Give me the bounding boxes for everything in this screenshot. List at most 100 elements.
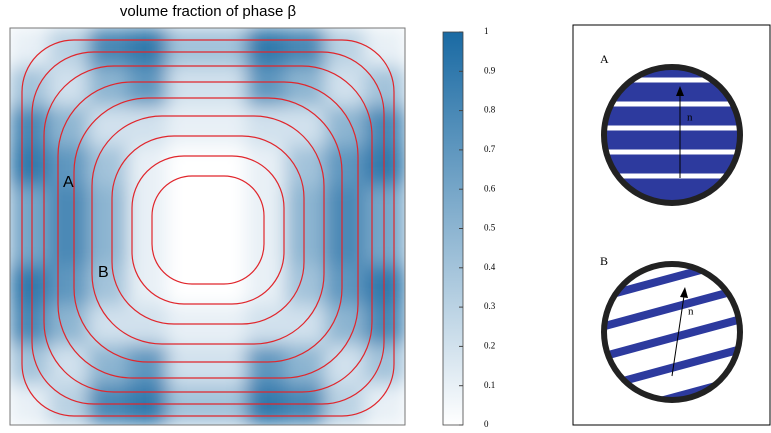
heat-cell bbox=[364, 185, 405, 228]
stripes-b bbox=[606, 266, 738, 398]
colorbar-tick-label: 0.2 bbox=[484, 340, 495, 350]
heat-cell bbox=[167, 384, 209, 425]
vector-label: n bbox=[687, 112, 693, 124]
heat-cell bbox=[364, 106, 405, 149]
panel-label: B bbox=[600, 254, 608, 268]
colorbar-tick-label: 0.5 bbox=[484, 223, 496, 233]
chart-title: volume fraction of phase β bbox=[120, 3, 297, 20]
annotation: A bbox=[63, 174, 74, 191]
heat-cell bbox=[364, 66, 405, 109]
colorbar-ticks: 0 0.1 0.2 0.3 0.4 0.5 0.6 0.7 0.8 0.9 1 bbox=[459, 26, 496, 429]
heat-cell bbox=[206, 265, 248, 307]
heat-cell bbox=[364, 384, 405, 425]
heat-cell bbox=[10, 384, 51, 425]
arrow-head bbox=[680, 287, 688, 298]
heat-cell bbox=[167, 304, 209, 347]
heat-cell bbox=[364, 304, 405, 347]
heat-cell bbox=[364, 146, 405, 188]
heat-cell bbox=[88, 185, 130, 228]
heat-cell bbox=[127, 146, 169, 188]
colorbar-tick-label: 0.7 bbox=[484, 144, 496, 154]
heat-cell bbox=[167, 28, 209, 69]
grain-b bbox=[601, 261, 743, 403]
heat-cell bbox=[206, 28, 248, 69]
heat-cell bbox=[167, 344, 209, 387]
heat-cell bbox=[88, 28, 130, 69]
heat-cell bbox=[325, 225, 367, 268]
heat-cell bbox=[285, 384, 327, 425]
annotation: B bbox=[98, 264, 109, 281]
heat-cell bbox=[48, 28, 90, 69]
heat-cell bbox=[246, 106, 288, 149]
heat-cell bbox=[246, 28, 288, 69]
heat-cell bbox=[285, 185, 327, 228]
heat-cell bbox=[246, 304, 288, 347]
colorbar-tick-label: 0.9 bbox=[484, 65, 496, 75]
heat-cell bbox=[88, 265, 130, 307]
colorbar-tick-label: 0.4 bbox=[484, 262, 496, 272]
heat-cell bbox=[206, 185, 248, 228]
heat-cell bbox=[206, 66, 248, 109]
heat-cell bbox=[285, 225, 327, 268]
heat-cell bbox=[48, 265, 90, 307]
heat-cell bbox=[325, 344, 367, 387]
heat-cell bbox=[48, 106, 90, 149]
heat-cell bbox=[88, 66, 130, 109]
heat-cell bbox=[206, 304, 248, 347]
heat-cell bbox=[88, 384, 130, 425]
heat-cell bbox=[127, 384, 169, 425]
heat-cell bbox=[48, 225, 90, 268]
heat-cell bbox=[206, 225, 248, 268]
heat-cell bbox=[127, 344, 169, 387]
heat-cell bbox=[206, 344, 248, 387]
heat-cell bbox=[325, 265, 367, 307]
heatmap bbox=[10, 28, 405, 425]
stripes-a bbox=[606, 69, 738, 201]
heat-cell bbox=[206, 106, 248, 149]
heat-cell bbox=[364, 225, 405, 268]
colorbar-tick-label: 0.1 bbox=[484, 380, 495, 390]
heat-cell bbox=[167, 66, 209, 109]
heat-cell bbox=[48, 344, 90, 387]
heat-cell bbox=[127, 225, 169, 268]
heat-cell bbox=[167, 106, 209, 149]
heat-cell bbox=[246, 225, 288, 268]
heat-cell bbox=[285, 265, 327, 307]
heat-cell bbox=[246, 146, 288, 188]
plot-frame bbox=[9, 27, 406, 426]
heat-cell bbox=[285, 146, 327, 188]
arrow bbox=[671, 295, 685, 377]
heat-cell bbox=[246, 66, 288, 109]
heat-cell bbox=[285, 28, 327, 69]
heat-cell bbox=[325, 28, 367, 69]
heat-cell bbox=[167, 225, 209, 268]
heat-cell bbox=[127, 28, 169, 69]
heat-cell bbox=[206, 146, 248, 188]
heat-cell bbox=[127, 66, 169, 109]
colorbar-tick-label: 0.6 bbox=[484, 183, 496, 193]
heat-cell bbox=[127, 304, 169, 347]
heat-cell bbox=[206, 384, 248, 425]
heat-cell bbox=[325, 146, 367, 188]
heat-cell bbox=[167, 146, 209, 188]
heatmap-cells bbox=[10, 28, 405, 425]
heat-cell bbox=[325, 185, 367, 228]
vector-label: n bbox=[688, 306, 694, 318]
heat-cell bbox=[364, 265, 405, 307]
heat-cell bbox=[285, 304, 327, 347]
heat-cell bbox=[48, 146, 90, 188]
colorbar-tick-label: 0.3 bbox=[484, 301, 496, 311]
grain-a bbox=[601, 64, 743, 206]
colorbar-tick-label: 0 bbox=[484, 419, 489, 428]
heat-cell bbox=[325, 106, 367, 149]
contours bbox=[21, 39, 395, 417]
colorbar-tick-label: 1 bbox=[484, 26, 489, 36]
colorbar-tick-label: 0.8 bbox=[484, 105, 496, 115]
diagram-frame bbox=[572, 24, 771, 426]
arrow-head bbox=[676, 86, 684, 96]
heat-cell bbox=[325, 66, 367, 109]
heat-cell bbox=[246, 384, 288, 425]
heat-cell bbox=[10, 28, 51, 69]
